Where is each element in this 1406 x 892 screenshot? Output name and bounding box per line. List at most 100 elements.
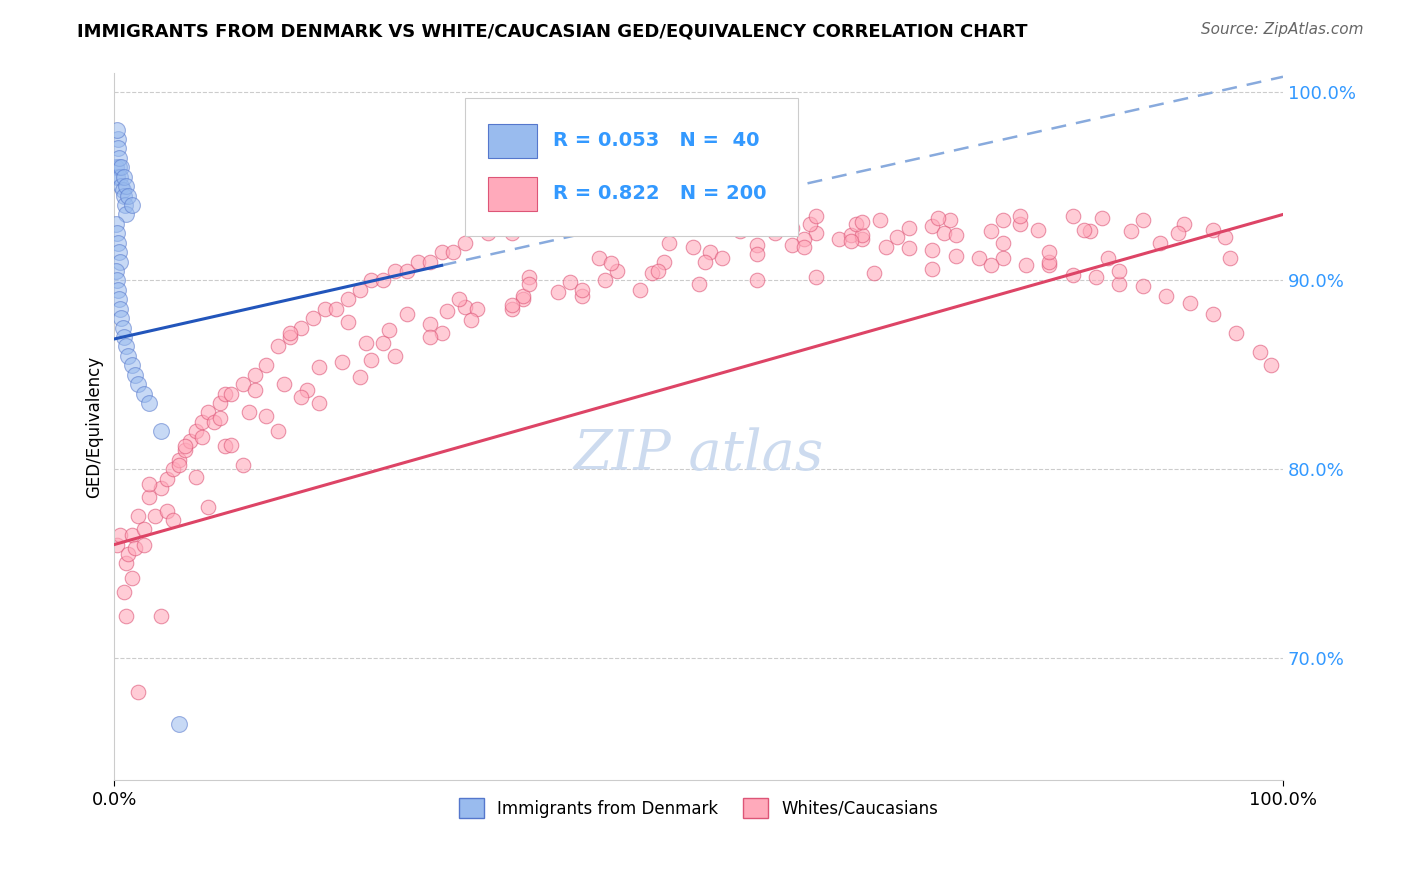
Point (647, 264, 669, 278)
Point (208, 411, 231, 425)
Point (167, 716, 190, 731)
Point (449, 293, 471, 307)
Point (354, 335, 377, 350)
Point (688, 205, 710, 219)
Point (628, 283, 651, 297)
Point (693, 254, 716, 268)
Point (745, 273, 768, 287)
Point (921, 219, 943, 233)
FancyBboxPatch shape (465, 98, 799, 235)
Point (104, 161, 127, 175)
Point (173, 443, 195, 458)
Point (441, 245, 464, 260)
Point (524, 220, 547, 235)
Point (875, 239, 897, 253)
Point (745, 237, 768, 252)
Point (254, 359, 277, 373)
Point (105, 537, 128, 551)
Point (308, 396, 330, 410)
Point (330, 354, 353, 368)
Point (1038, 254, 1060, 268)
Point (758, 215, 780, 229)
Point (124, 368, 146, 382)
Point (108, 161, 131, 175)
Point (232, 377, 254, 392)
Point (517, 269, 540, 284)
Point (1213, 230, 1236, 244)
Point (571, 283, 593, 297)
Point (406, 254, 429, 268)
Point (734, 213, 756, 227)
Point (658, 235, 681, 250)
Point (688, 277, 710, 292)
Point (232, 458, 254, 473)
Point (898, 241, 921, 255)
Point (945, 249, 967, 263)
Point (454, 300, 477, 314)
Point (921, 262, 943, 277)
Point (863, 266, 886, 280)
Point (290, 320, 312, 334)
Point (571, 288, 593, 302)
Point (804, 269, 827, 284)
Point (1038, 245, 1060, 260)
Point (156, 471, 179, 485)
Point (214, 439, 236, 453)
Point (593, 273, 616, 287)
Point (121, 528, 143, 542)
Point (1167, 227, 1189, 241)
Point (107, 283, 129, 297)
Point (939, 213, 962, 227)
Point (267, 425, 290, 439)
Point (1062, 210, 1084, 224)
Point (110, 179, 132, 194)
Point (477, 227, 499, 241)
Point (1154, 288, 1177, 302)
Point (780, 237, 803, 252)
Point (107, 235, 129, 250)
Point (664, 205, 686, 219)
Point (127, 377, 149, 392)
Point (430, 326, 453, 341)
Point (360, 352, 382, 367)
Text: ZIP atlas: ZIP atlas (574, 427, 824, 483)
Point (1119, 224, 1142, 238)
Point (107, 141, 129, 155)
Point (921, 244, 943, 258)
Point (1026, 222, 1049, 236)
Point (711, 251, 734, 265)
Point (208, 396, 231, 410)
Point (1078, 224, 1101, 238)
Point (1091, 211, 1114, 226)
Point (593, 213, 616, 227)
Point (1132, 213, 1154, 227)
Point (980, 259, 1002, 273)
Point (682, 239, 704, 253)
Point (110, 169, 132, 184)
Point (967, 251, 990, 265)
Point (297, 383, 319, 397)
Point (121, 198, 143, 212)
Point (641, 207, 664, 221)
Point (711, 207, 734, 221)
Point (617, 211, 640, 226)
Point (600, 256, 623, 270)
Point (384, 349, 406, 363)
Point (110, 528, 132, 542)
Point (127, 509, 149, 524)
Point (104, 264, 127, 278)
Point (927, 211, 949, 226)
Point (150, 609, 173, 624)
Point (186, 425, 208, 439)
Point (980, 224, 1002, 238)
Point (793, 239, 815, 253)
Text: R = 0.053   N =  40: R = 0.053 N = 40 (553, 130, 759, 150)
Point (436, 303, 458, 318)
Point (179, 434, 201, 448)
Point (652, 254, 675, 268)
Point (617, 200, 640, 214)
Point (191, 415, 214, 429)
Point (501, 301, 523, 316)
Point (219, 386, 242, 401)
Point (1173, 217, 1195, 231)
